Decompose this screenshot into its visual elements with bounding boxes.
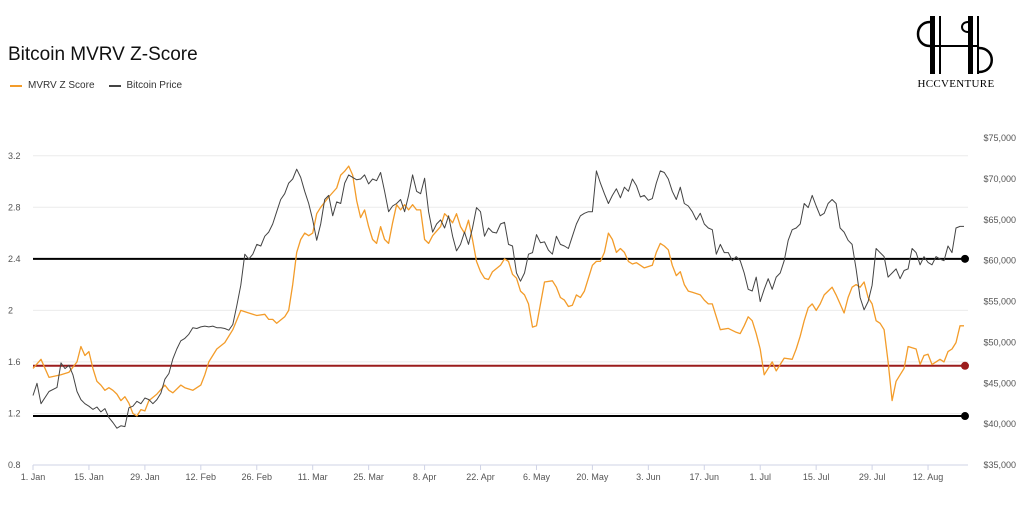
y-left-tick-label: 3.2 (8, 151, 21, 161)
reference-lines (33, 254, 969, 421)
y-right-tick-label: $70,000 (983, 174, 1016, 184)
legend-swatch-price (108, 84, 121, 87)
y-left-tick-label: 2 (8, 305, 13, 315)
x-tick-label: 12. Feb (186, 472, 217, 482)
y-right-tick-label: $50,000 (983, 337, 1016, 347)
y-left-tick-label: 1.2 (8, 408, 21, 418)
x-tick-label: 12. Aug (913, 472, 944, 482)
chart-title: Bitcoin MVRV Z-Score (8, 44, 198, 65)
logo-mark-icon (916, 16, 993, 74)
legend-label-price: Bitcoin Price (126, 80, 183, 91)
x-tick-label: 15. Jul (803, 472, 830, 482)
y-right-tick-label: $60,000 (983, 256, 1016, 266)
series-line-price (32, 168, 964, 429)
x-tick-label: 20. May (576, 472, 609, 482)
y-right-tick-label: $75,000 (983, 133, 1016, 143)
brand-logo: HCCVENTURE (908, 12, 1004, 90)
x-tick-label: 29. Jan (130, 472, 160, 482)
x-tick-label: 3. Jun (636, 472, 661, 482)
legend-label-mvrv: MVRV Z Score (28, 80, 95, 91)
y-left-tick-label: 1.6 (8, 357, 21, 367)
x-tick-label: 6. May (523, 472, 551, 482)
x-tick-label: 1. Jan (21, 472, 46, 482)
x-tick-label: 15. Jan (74, 472, 104, 482)
y-right-tick-label: $35,000 (983, 460, 1016, 470)
y-axis-left: 0.8 1.2 1.6 2 2.4 2.8 3.2 (8, 151, 21, 470)
x-axis: 1. Jan 15. Jan 29. Jan 12. Feb 26. Feb 11. Ma… (21, 464, 968, 482)
legend-item-price[interactable]: Bitcoin Price (108, 80, 183, 91)
x-tick-label: 25. Mar (353, 472, 384, 482)
legend-swatch-mvrv (10, 84, 22, 87)
x-tick-label: 26. Feb (241, 472, 272, 482)
reference-line-marker (961, 361, 969, 370)
y-left-tick-label: 2.4 (8, 254, 21, 264)
y-right-tick-label: $45,000 (983, 378, 1016, 388)
reference-line-marker (961, 412, 969, 421)
grid-lines (33, 155, 968, 466)
series-layer (32, 165, 964, 429)
x-tick-label: 22. Apr (466, 472, 495, 482)
legend: MVRV Z Score Bitcoin Price (10, 80, 182, 91)
y-axis-right: $35,000 $40,000 $45,000 $50,000 $55,000 $60,0… (983, 133, 1016, 470)
y-left-tick-label: 2.8 (8, 202, 21, 212)
series-line-mvrv (32, 165, 964, 417)
x-tick-label: 8. Apr (413, 472, 437, 482)
logo-text: HCCVENTURE (917, 78, 995, 90)
x-tick-label: 11. Mar (298, 472, 328, 482)
y-right-tick-label: $40,000 (983, 419, 1016, 429)
reference-line-marker (961, 254, 969, 263)
x-tick-label: 17. Jun (690, 472, 720, 482)
y-right-tick-label: $65,000 (983, 215, 1016, 225)
x-tick-label: 1. Jul (749, 472, 771, 482)
x-tick-label: 29. Jul (859, 472, 886, 482)
y-left-tick-label: 0.8 (8, 460, 21, 470)
legend-item-mvrv[interactable]: MVRV Z Score (10, 80, 95, 91)
y-right-tick-label: $55,000 (983, 297, 1016, 307)
